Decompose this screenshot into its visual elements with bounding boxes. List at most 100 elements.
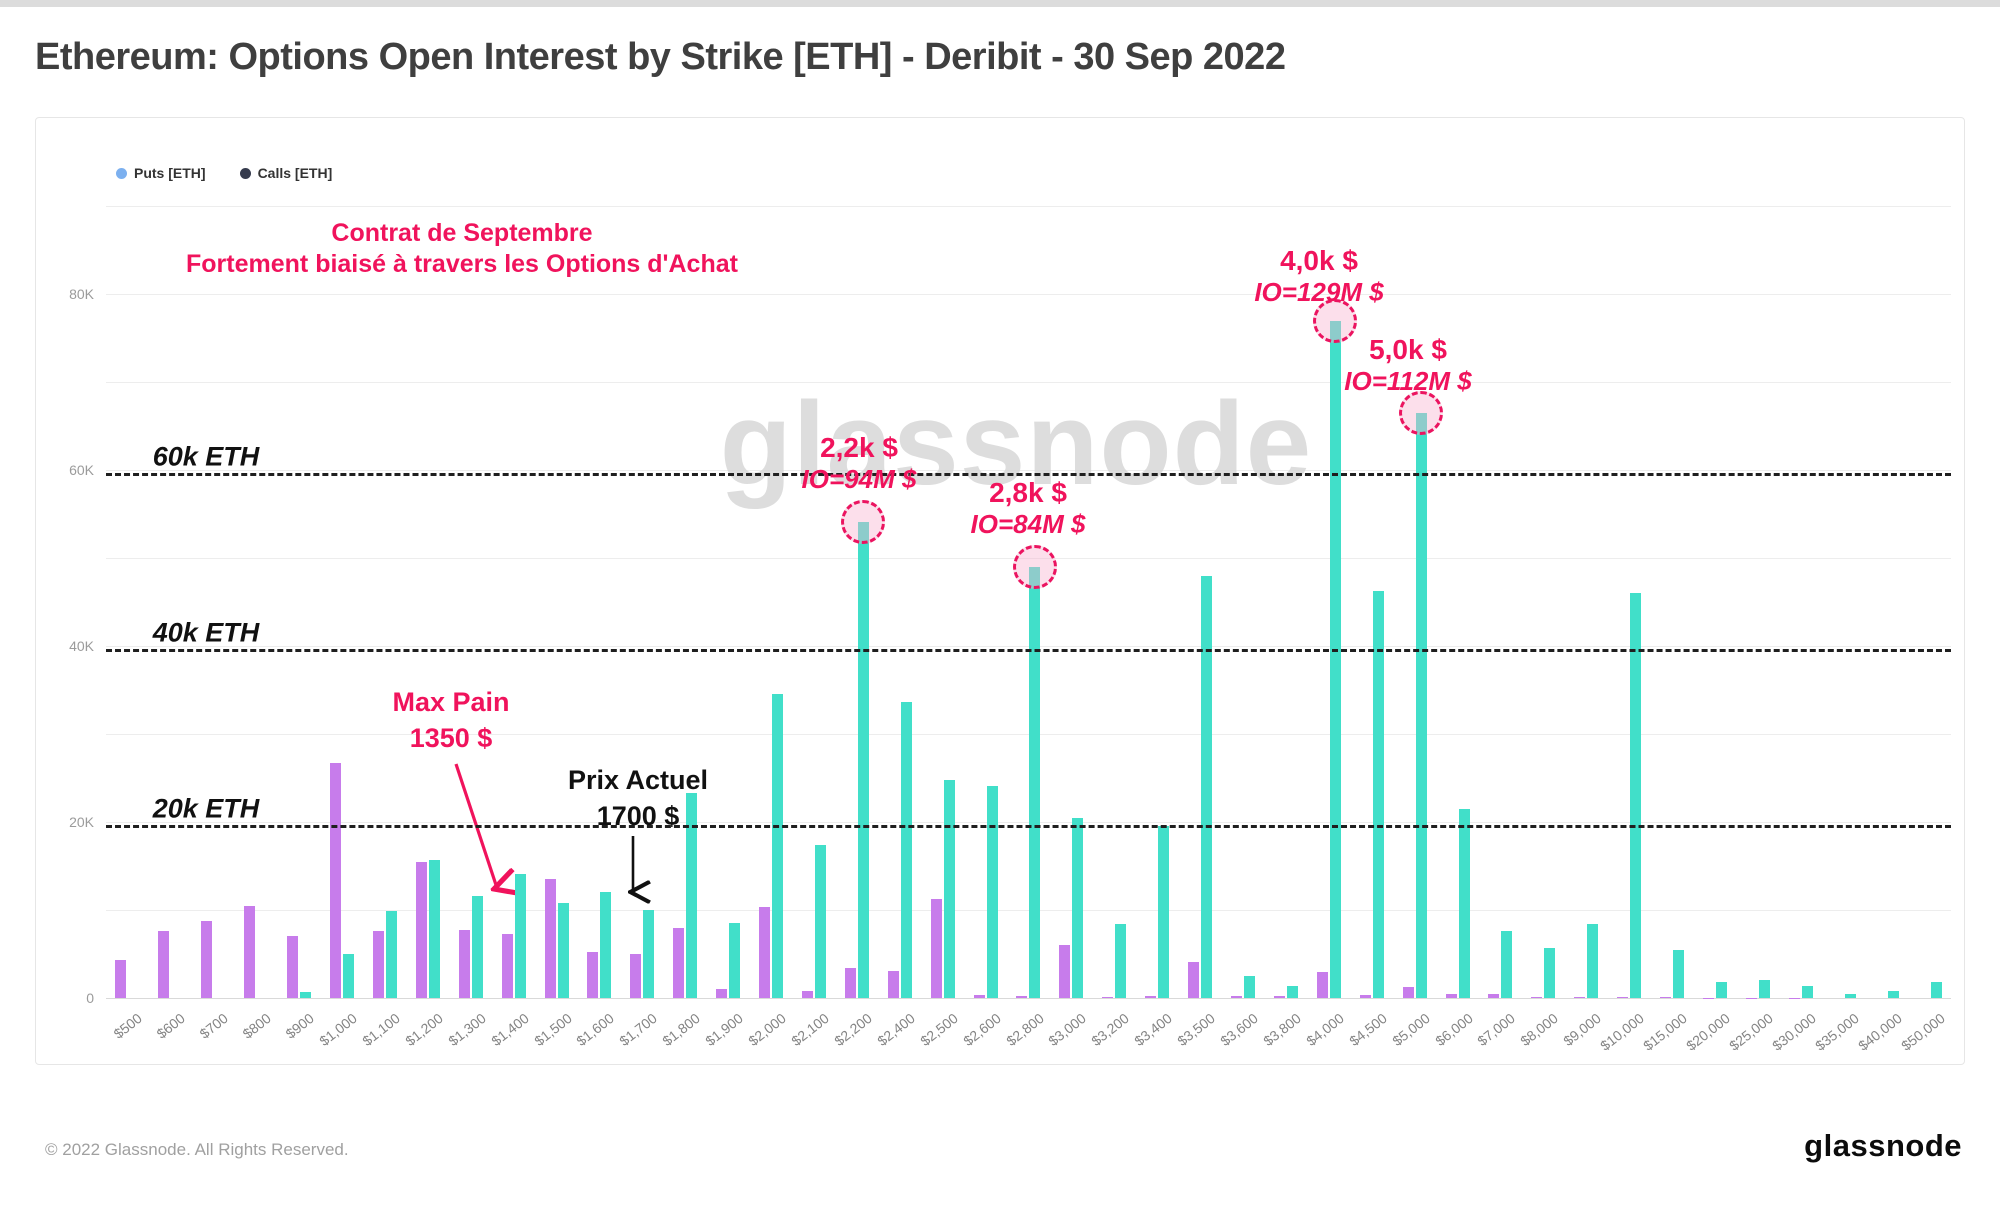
call-bar[interactable] bbox=[1801, 985, 1813, 998]
put-bar[interactable] bbox=[844, 968, 856, 998]
put-bar[interactable] bbox=[1316, 972, 1328, 998]
call-bar[interactable] bbox=[900, 702, 912, 998]
call-bar[interactable] bbox=[300, 991, 312, 998]
call-bar[interactable] bbox=[557, 902, 569, 998]
brand-wordmark[interactable]: glassnode bbox=[1804, 1128, 1962, 1163]
call-bar[interactable] bbox=[1844, 994, 1856, 998]
put-bar[interactable] bbox=[587, 952, 599, 998]
put-bar[interactable] bbox=[1445, 994, 1457, 998]
x-axis-label: $800 bbox=[239, 1010, 275, 1042]
call-bar[interactable] bbox=[428, 859, 440, 998]
put-bar[interactable] bbox=[1188, 961, 1200, 998]
put-bar[interactable] bbox=[759, 907, 771, 998]
call-bar[interactable] bbox=[1158, 826, 1170, 998]
call-bar[interactable] bbox=[1458, 808, 1470, 998]
put-bar[interactable] bbox=[244, 906, 256, 998]
gridline bbox=[106, 646, 1951, 647]
call-bar[interactable] bbox=[1244, 976, 1256, 998]
call-bar[interactable] bbox=[1544, 947, 1556, 998]
bar-group bbox=[835, 206, 878, 998]
call-bar[interactable] bbox=[986, 785, 998, 998]
put-bar[interactable] bbox=[801, 990, 813, 998]
call-bar[interactable] bbox=[1029, 566, 1041, 998]
put-bar[interactable] bbox=[372, 931, 384, 998]
call-bar[interactable] bbox=[1372, 590, 1384, 998]
put-bar[interactable] bbox=[329, 763, 341, 998]
x-axis-label: $30,000 bbox=[1768, 1010, 1819, 1054]
call-bar[interactable] bbox=[1930, 982, 1942, 998]
put-bar[interactable] bbox=[673, 927, 685, 998]
call-bar[interactable] bbox=[1673, 949, 1685, 998]
x-axis-label: $600 bbox=[153, 1010, 189, 1042]
call-bar[interactable] bbox=[471, 895, 483, 998]
call-bar[interactable] bbox=[686, 792, 698, 998]
call-bar[interactable] bbox=[600, 892, 612, 998]
put-bar[interactable] bbox=[1231, 996, 1243, 998]
put-bar[interactable] bbox=[1660, 997, 1672, 998]
put-bar[interactable] bbox=[887, 970, 899, 998]
call-bar[interactable] bbox=[814, 844, 826, 998]
call-bar[interactable] bbox=[1715, 982, 1727, 998]
call-bar[interactable] bbox=[857, 521, 869, 998]
threshold-line: 20k ETH bbox=[106, 793, 1951, 828]
put-bar[interactable] bbox=[287, 935, 299, 998]
x-axis-label: $2,400 bbox=[874, 1010, 918, 1049]
call-bar[interactable] bbox=[1415, 412, 1427, 998]
put-bar[interactable] bbox=[1574, 997, 1586, 998]
call-bar[interactable] bbox=[943, 779, 955, 998]
put-bar[interactable] bbox=[1617, 996, 1629, 998]
put-bar[interactable] bbox=[115, 960, 127, 998]
call-bar[interactable] bbox=[1758, 980, 1770, 998]
bar-group bbox=[578, 206, 621, 998]
put-bar[interactable] bbox=[930, 898, 942, 998]
put-bar[interactable] bbox=[201, 920, 213, 998]
legend-item-puts[interactable]: Puts [ETH] bbox=[116, 165, 206, 181]
put-bar[interactable] bbox=[716, 989, 728, 998]
put-bar[interactable] bbox=[1059, 945, 1071, 998]
bar-group bbox=[1779, 206, 1822, 998]
call-bar[interactable] bbox=[1072, 817, 1084, 998]
call-bar[interactable] bbox=[643, 910, 655, 998]
x-axis-label: $25,000 bbox=[1726, 1010, 1776, 1054]
put-bar[interactable] bbox=[544, 879, 556, 998]
call-bar[interactable] bbox=[1501, 931, 1513, 998]
put-bar[interactable] bbox=[501, 933, 513, 998]
legend-item-calls[interactable]: Calls [ETH] bbox=[239, 165, 332, 181]
plot-top-gridline bbox=[106, 206, 1951, 207]
x-axis-label: $4,000 bbox=[1303, 1010, 1347, 1049]
put-bar[interactable] bbox=[415, 862, 427, 998]
put-bar[interactable] bbox=[1273, 995, 1285, 998]
put-bar[interactable] bbox=[458, 930, 470, 998]
put-bar[interactable] bbox=[1531, 997, 1543, 998]
put-bar[interactable] bbox=[1402, 986, 1414, 998]
call-bar[interactable] bbox=[772, 693, 784, 998]
x-axis-label: $20,000 bbox=[1683, 1010, 1733, 1054]
put-bar[interactable] bbox=[630, 954, 642, 998]
put-bar[interactable] bbox=[1359, 995, 1371, 998]
put-bar[interactable] bbox=[1016, 996, 1028, 998]
call-bar[interactable] bbox=[1329, 321, 1341, 998]
put-bar[interactable] bbox=[973, 995, 985, 998]
call-bar[interactable] bbox=[1587, 924, 1599, 998]
call-bar[interactable] bbox=[1630, 593, 1642, 998]
highlight-ring-icon bbox=[1313, 299, 1358, 344]
bar-group bbox=[1007, 206, 1050, 998]
call-bar[interactable] bbox=[1887, 990, 1899, 998]
put-bar[interactable] bbox=[158, 931, 170, 998]
strike-callout: 2,2k $ IO=94M $ bbox=[802, 431, 917, 495]
call-bar[interactable] bbox=[1201, 575, 1213, 998]
put-bar[interactable] bbox=[1488, 994, 1500, 998]
put-bar[interactable] bbox=[1145, 995, 1157, 998]
bar-group bbox=[1651, 206, 1694, 998]
x-axis-label: $4,500 bbox=[1346, 1010, 1390, 1049]
call-bar[interactable] bbox=[1286, 985, 1298, 998]
call-bar[interactable] bbox=[514, 873, 526, 998]
put-bar[interactable] bbox=[1102, 996, 1114, 998]
max-pain-note: Max Pain 1350 $ bbox=[321, 684, 581, 756]
call-bar[interactable] bbox=[729, 923, 741, 998]
call-bar[interactable] bbox=[342, 954, 354, 998]
call-bar[interactable] bbox=[1115, 924, 1127, 998]
call-bar[interactable] bbox=[385, 910, 397, 998]
bar-group bbox=[149, 206, 192, 998]
